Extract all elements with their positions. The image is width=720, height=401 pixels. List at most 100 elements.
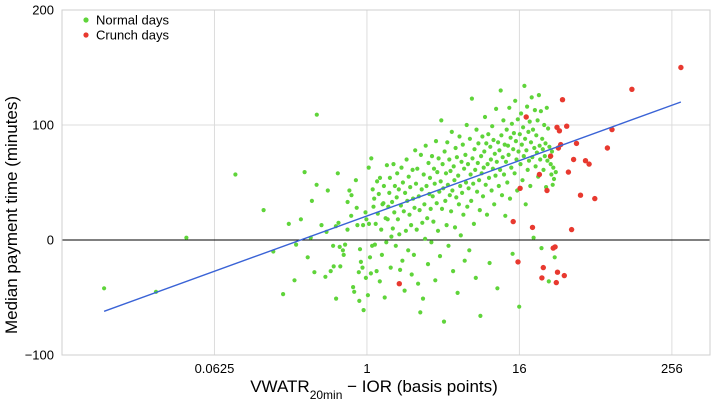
normal-day-point — [550, 182, 555, 187]
normal-day-point — [510, 251, 515, 256]
normal-day-point — [454, 195, 459, 200]
normal-day-point — [519, 111, 524, 116]
normal-day-point — [377, 175, 383, 180]
normal-day-point — [404, 157, 409, 162]
crunch-day-point — [523, 114, 529, 120]
normal-day-point — [379, 252, 384, 257]
normal-day-point — [489, 188, 494, 193]
normal-day-point — [458, 233, 463, 238]
normal-day-point — [528, 183, 533, 189]
normal-day-point — [430, 194, 435, 199]
normal-day-point — [481, 165, 486, 170]
normal-day-point — [452, 178, 457, 183]
y-tick-label: 100 — [32, 118, 54, 133]
normal-day-point — [519, 142, 524, 147]
normal-day-point — [502, 142, 507, 147]
normal-day-point — [184, 235, 189, 240]
normal-day-point — [456, 202, 461, 207]
crunch-day-point — [629, 86, 635, 93]
normal-day-point — [393, 243, 398, 248]
crunch-day-point — [564, 123, 570, 129]
crunch-day-point — [573, 140, 580, 147]
normal-day-point — [498, 167, 503, 172]
normal-day-point — [391, 162, 396, 167]
normal-day-point — [450, 188, 455, 193]
normal-day-point — [511, 131, 516, 136]
normal-day-point — [526, 129, 531, 134]
normal-day-point — [531, 235, 536, 240]
normal-day-point — [551, 176, 557, 182]
normal-day-point — [542, 122, 547, 128]
normal-day-point — [261, 208, 266, 213]
normal-day-point — [394, 195, 399, 200]
normal-day-point — [341, 252, 346, 257]
normal-day-point — [431, 166, 437, 171]
normal-day-point — [438, 179, 443, 184]
normal-day-point — [488, 157, 493, 162]
normal-day-point — [421, 172, 426, 177]
x-tick-label: 256 — [661, 361, 683, 376]
normal-day-point — [420, 296, 426, 301]
plot-frame — [61, 9, 711, 356]
normal-day-point — [488, 144, 493, 149]
normal-day-point — [465, 162, 471, 167]
normal-day-point — [495, 286, 500, 291]
normal-day-point — [486, 175, 492, 180]
normal-day-point — [335, 171, 340, 176]
crunch-day-point — [510, 218, 516, 225]
normal-day-point — [338, 264, 343, 269]
normal-day-point — [533, 164, 538, 169]
normal-day-point — [305, 255, 310, 260]
normal-day-point — [363, 210, 368, 215]
normal-day-point — [325, 188, 330, 193]
normal-day-point — [551, 165, 556, 170]
x-axis-title: VWATR20min − IOR (basis points) — [250, 377, 498, 401]
normal-day-point — [354, 205, 359, 210]
crunch-day-point — [396, 281, 402, 287]
normal-day-point — [233, 172, 238, 177]
normal-day-point — [418, 152, 423, 157]
normal-day-point — [439, 206, 445, 211]
normal-day-point — [469, 198, 474, 203]
normal-day-point — [528, 140, 534, 145]
normal-day-point — [523, 202, 528, 207]
normal-day-point — [501, 118, 506, 123]
normal-day-point — [319, 223, 324, 228]
normal-day-point — [432, 181, 437, 186]
normal-day-point — [517, 304, 522, 309]
normal-day-point — [400, 180, 405, 185]
normal-day-point — [545, 158, 550, 163]
normal-day-point — [381, 201, 386, 206]
normal-day-point — [460, 190, 465, 195]
normal-day-point — [427, 175, 433, 180]
crunch-day-point — [529, 224, 536, 231]
normal-day-point — [376, 191, 381, 197]
normal-day-point — [473, 167, 478, 172]
legend-marker-crunch — [83, 32, 89, 38]
normal-day-point — [102, 286, 107, 291]
normal-day-point — [447, 193, 452, 198]
normal-day-point — [463, 180, 469, 185]
normal-day-point — [459, 159, 464, 164]
normal-day-point — [425, 216, 430, 221]
normal-day-point — [331, 264, 336, 269]
normal-day-point — [518, 162, 523, 167]
normal-day-point — [398, 267, 403, 272]
normal-day-point — [431, 219, 436, 224]
normal-day-point — [286, 221, 291, 226]
normal-day-point — [475, 189, 480, 194]
normal-day-point — [415, 166, 420, 171]
y-tick-labels: −100 0 100 200 — [25, 3, 54, 363]
normal-day-point — [482, 149, 487, 154]
normal-day-point — [462, 258, 467, 263]
normal-day-point — [517, 132, 522, 137]
normal-day-point — [298, 217, 303, 222]
normal-day-point — [534, 133, 539, 138]
normal-day-point — [516, 149, 521, 154]
normal-day-point — [464, 122, 469, 128]
normal-day-point — [522, 83, 527, 88]
y-tick-label: 0 — [47, 233, 54, 248]
normal-day-point — [408, 185, 413, 190]
normal-day-point — [483, 182, 488, 187]
